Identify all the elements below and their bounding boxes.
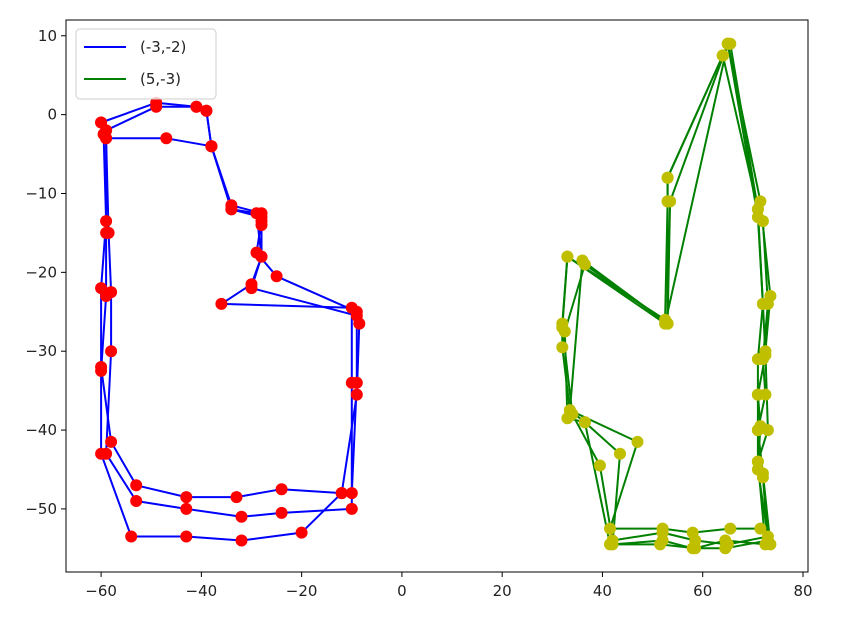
series-1-point [190, 100, 203, 113]
series-1-point [225, 203, 238, 216]
series-2-point [606, 538, 619, 551]
series-1-point [255, 219, 268, 231]
series-2-point [751, 203, 764, 216]
x-tick-label: −20 [286, 582, 318, 600]
series-1-point [105, 286, 118, 299]
series-1-point [100, 447, 113, 460]
series-2-point [751, 455, 764, 468]
series-2-point [751, 388, 764, 401]
series-2-point [716, 49, 729, 62]
legend: (-3,-2) (5,-3) [75, 28, 217, 100]
series-2-point [719, 542, 732, 555]
series-2-point [756, 471, 769, 484]
series-1-point [150, 100, 163, 113]
x-tick-label: 40 [593, 582, 612, 600]
series-1-point [350, 388, 363, 401]
series-2-point [721, 37, 734, 50]
y-tick-label: 10 [38, 27, 57, 45]
series-1-point [215, 297, 228, 310]
series-1-point [275, 483, 288, 496]
legend-label-series-1: (-3,-2) [140, 38, 186, 56]
series-2-point [754, 522, 767, 535]
y-tick-label: −20 [25, 263, 57, 281]
series-1-point [245, 278, 258, 291]
series-1-point [335, 487, 348, 500]
x-axis-ticks: −60 −40 −20 0 20 40 60 80 [85, 572, 813, 600]
series-1-point [200, 104, 213, 117]
series-1-point [250, 207, 263, 220]
series-1-point [205, 140, 218, 153]
y-tick-label: 0 [47, 106, 57, 124]
series-1-point [270, 270, 283, 283]
series-2-point [724, 522, 737, 535]
series-2-point [661, 171, 674, 184]
series-1-point [95, 364, 108, 377]
series-1-point [180, 530, 193, 543]
y-tick-label: −30 [25, 342, 57, 360]
series-2-point [656, 534, 669, 547]
series-2-point [556, 321, 569, 334]
x-tick-label: −40 [186, 582, 218, 600]
series-2-point [661, 317, 674, 330]
series-2-point [556, 341, 569, 354]
series-2-point [614, 447, 626, 460]
series-1-point [345, 502, 358, 515]
series-2-point [604, 522, 616, 535]
series-1-point [180, 491, 193, 504]
series-1-point [102, 226, 115, 239]
series-2-point [576, 254, 589, 267]
series-2-point [751, 353, 764, 366]
series-2-point [751, 424, 764, 437]
series-1-point [345, 301, 358, 314]
series-1-point [105, 435, 118, 448]
series-1-point [235, 510, 248, 523]
series-1-point [130, 479, 143, 492]
series-2-point [563, 404, 576, 417]
series-2-point [561, 250, 574, 263]
series-1-point [235, 534, 248, 547]
series-1-point [125, 530, 138, 543]
x-tick-label: 80 [793, 582, 812, 600]
x-tick-label: 60 [693, 582, 712, 600]
series-1-point [295, 526, 308, 539]
series-2-point [761, 534, 774, 547]
y-tick-label: −50 [25, 500, 57, 518]
series-layer [95, 37, 777, 555]
series-2-point [631, 435, 644, 448]
series-1-point [100, 215, 113, 228]
y-tick-label: −40 [25, 421, 57, 439]
series-2-point [578, 416, 591, 429]
series-2-point [756, 297, 769, 310]
series-2-line [563, 43, 772, 550]
y-tick-label: −10 [25, 184, 57, 202]
x-tick-label: −60 [85, 582, 117, 600]
series-1-point [160, 132, 173, 145]
plot-frame [65, 19, 809, 573]
x-tick-label: 20 [493, 582, 512, 600]
series-2-point [593, 459, 606, 472]
series-2-point [661, 195, 674, 208]
series-2 [556, 37, 777, 555]
series-1-point [180, 502, 193, 515]
series-1 [95, 96, 366, 547]
series-2-point [686, 542, 699, 555]
series-1-point [105, 345, 118, 358]
series-1-point [275, 506, 288, 519]
series-1-point [345, 487, 358, 500]
series-2-point [764, 290, 777, 302]
series-1-point [130, 495, 143, 507]
series-1-point [230, 491, 243, 504]
series-1-point [100, 132, 113, 145]
y-axis-ticks: 10 0 −10 −20 −30 −40 −50 [25, 27, 66, 518]
series-1-point [345, 376, 358, 389]
series-1-point [255, 250, 268, 263]
legend-label-series-2: (5,-3) [140, 70, 181, 88]
x-tick-label: 0 [397, 582, 407, 600]
